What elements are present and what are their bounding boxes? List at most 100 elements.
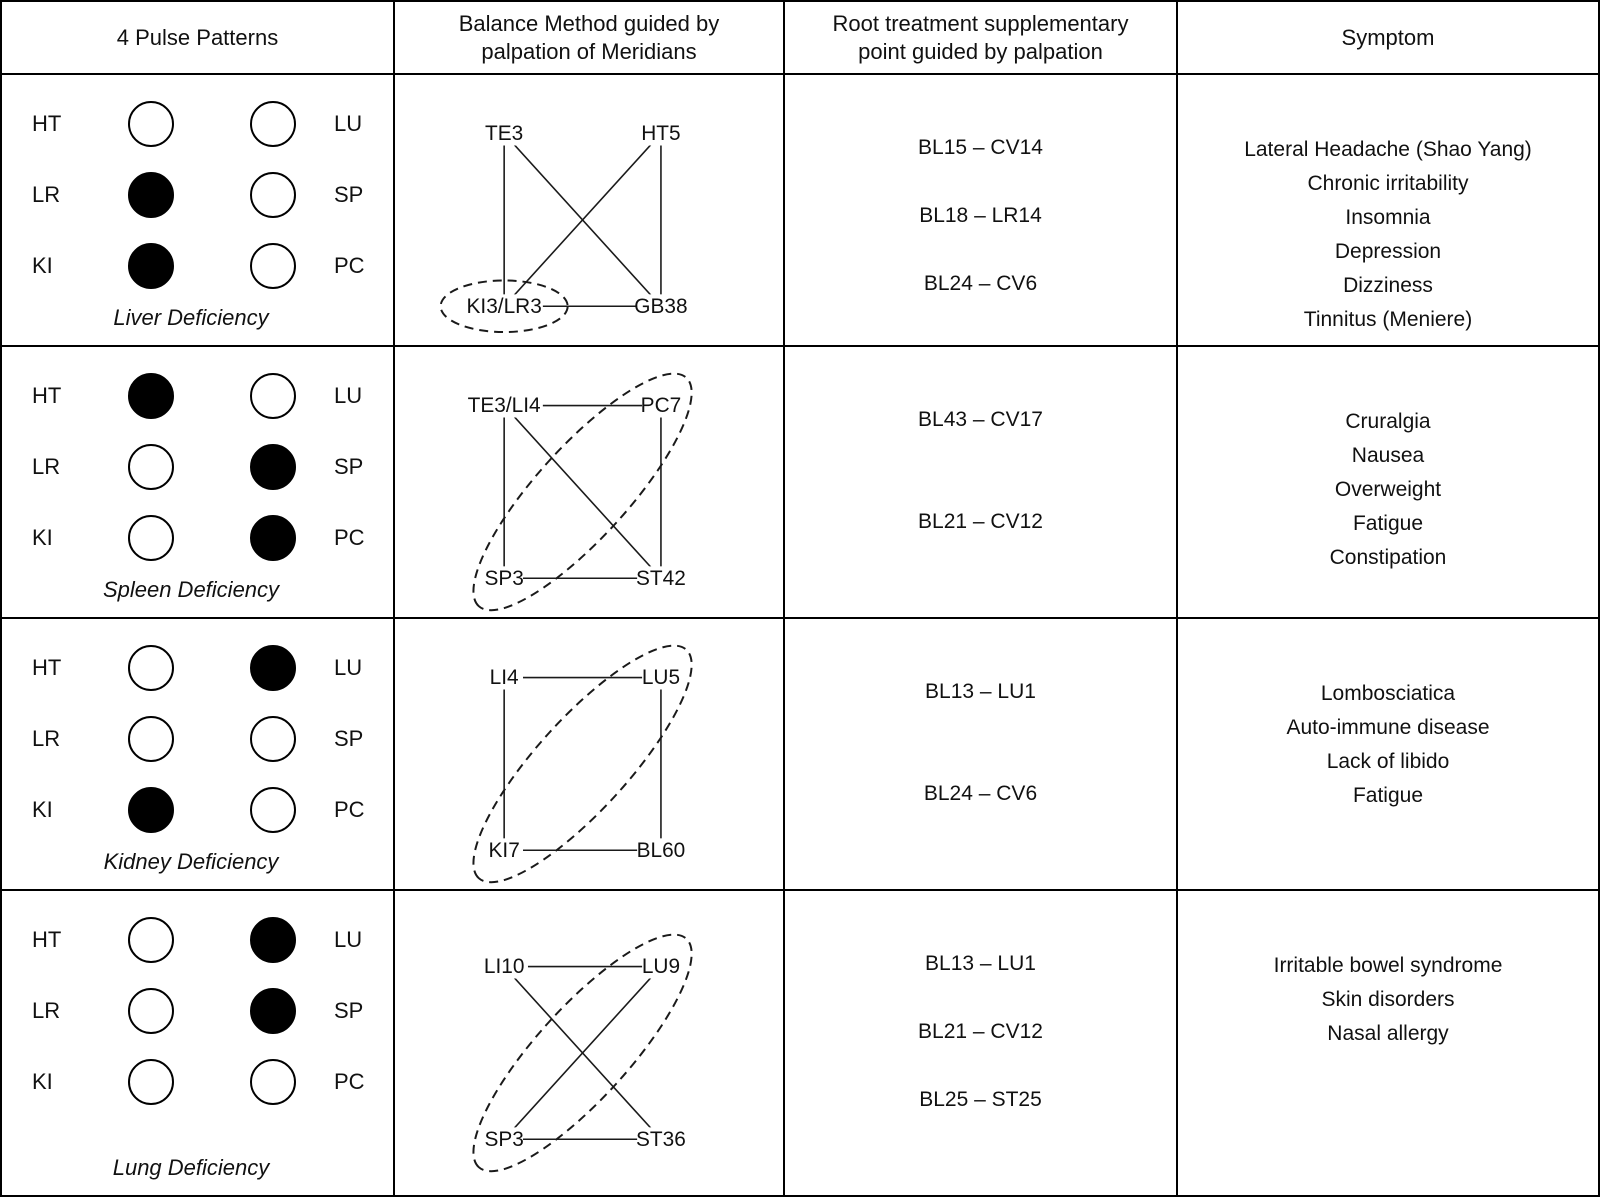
meridian-diagram-cell: LI4 LU5 KI7 BL60: [395, 619, 785, 891]
meridian-diagram-cell: TE3/LI4 PC7 SP3 ST42: [395, 347, 785, 619]
label-backing: [637, 566, 685, 591]
meridian-connection-line: [503, 405, 662, 579]
label-backing: [465, 393, 543, 418]
label-backing: [465, 294, 543, 319]
pulse-position-label: PC: [334, 525, 365, 550]
deficiency-label: Spleen Deficiency: [102, 577, 280, 602]
acupoint-label: GB38: [634, 295, 687, 318]
pulse-circle-empty: [250, 373, 296, 419]
label-backing: [480, 954, 528, 979]
pulse-circle-empty: [250, 172, 296, 218]
symptom-line: Nasal allergy: [1327, 1022, 1449, 1045]
symptom-line: Fatigue: [1352, 512, 1424, 535]
table-row: HT LU LR SP KI PC Lung Deficiency LI10 LU9 SP3 S…: [2, 891, 1598, 1195]
pulse-circle-empty: [128, 101, 174, 147]
pulse-position-label: PC: [334, 797, 365, 822]
symptoms-cell: Lateral Headache (Shao Yang) Chronic irri…: [1178, 75, 1598, 347]
pulse-position-label: HT: [32, 111, 62, 136]
pulse-circle-filled: [250, 988, 296, 1034]
table-header-row: 4 Pulse Patterns Balance Method guided b…: [2, 2, 1598, 75]
label-backing: [642, 954, 680, 979]
root-points-cell: BL13 – LU1 BL21 – CV12 BL25 – ST25: [785, 891, 1178, 1195]
column-header-pulse-patterns: 4 Pulse Patterns: [2, 2, 395, 75]
symptoms-cell: Cruralgia Nausea Overweight Fatigue Constipa…: [1178, 347, 1598, 619]
highlight-ellipse: [472, 933, 693, 1173]
highlight-ellipse: [472, 372, 693, 612]
symptom-line: Insomnia: [1345, 206, 1431, 229]
pulse-circle-empty: [128, 444, 174, 490]
pulse-position-label: LU: [334, 655, 363, 680]
root-point-pair: BL15 – CV14: [918, 136, 1043, 159]
acupoint-label: LU9: [642, 955, 680, 978]
pulse-pattern-cell: HT LU LR SP KI PC Liver Deficiency: [2, 75, 395, 347]
symptom-line: Lack of libido: [1326, 750, 1450, 773]
acupoint-label: BL60: [637, 839, 686, 862]
label-backing: [485, 838, 524, 863]
meridian-diagram: LI10 LU9 SP3 ST36: [472, 933, 693, 1173]
pulse-circle-empty: [250, 716, 296, 762]
pulse-circle-empty: [250, 243, 296, 289]
root-point-pair: BL18 – LR14: [919, 204, 1042, 227]
acupoint-label: TE3/LI4: [468, 394, 541, 417]
acupoint-label: LI4: [490, 666, 519, 689]
symptom-line: Auto-immune disease: [1286, 716, 1490, 739]
label-backing: [485, 665, 524, 690]
pulse-position-label: LU: [334, 927, 363, 952]
root-point-pair: BL21 – CV12: [918, 1020, 1043, 1043]
pulse-position-label: HT: [32, 655, 62, 680]
pulse-position-label: KI: [32, 1069, 53, 1094]
symptom-line: Overweight: [1334, 478, 1442, 501]
pulse-circle-filled: [128, 243, 174, 289]
acupoint-label: KI3/LR3: [467, 295, 542, 318]
pulse-position-label: KI: [32, 525, 53, 550]
acupoint-label: SP3: [484, 1128, 523, 1151]
meridian-diagram: TE3/LI4 PC7 SP3 ST42: [465, 372, 693, 612]
pulse-grid: HT LU LR SP KI PC: [2, 891, 393, 1105]
pulse-circle-filled: [250, 444, 296, 490]
pulse-circle-filled: [128, 373, 174, 419]
symptom-line: Skin disorders: [1321, 988, 1455, 1011]
acupoint-label: PC7: [641, 394, 682, 417]
pulse-position-label: HT: [32, 927, 62, 952]
symptom-line: Constipation: [1329, 546, 1447, 569]
column-header-balance-method: Balance Method guided by palpation of Me…: [395, 2, 785, 75]
pulse-position-label: LU: [334, 383, 363, 408]
pulse-position-label: LR: [32, 726, 61, 751]
pulse-position-label: PC: [334, 1069, 365, 1094]
meridian-connection-line: [503, 133, 662, 307]
deficiency-label: Kidney Deficiency: [103, 849, 279, 874]
symptom-line: Irritable bowel syndrome: [1273, 954, 1503, 977]
label-backing: [642, 121, 680, 146]
symptom-line: Tinnitus (Meniere): [1303, 308, 1473, 331]
root-point-pair: BL24 – CV6: [923, 782, 1038, 805]
pulse-circle-empty: [128, 1059, 174, 1105]
pulse-grid: HT LU LR SP KI PC: [2, 75, 393, 289]
pulse-circle-empty: [128, 917, 174, 963]
pulse-circle-filled: [128, 172, 174, 218]
pulse-position-label: SP: [334, 726, 364, 751]
root-point-pair: BL13 – LU1: [925, 952, 1036, 975]
pulse-circle-empty: [128, 515, 174, 561]
acupoint-label: KI7: [489, 839, 520, 862]
pulse-circle-empty: [250, 1059, 296, 1105]
table-row: HT LU LR SP KI PC Kidney Deficiency LI4 LU5 KI7…: [2, 619, 1598, 891]
pulse-circle-empty: [128, 988, 174, 1034]
meridian-diagram-cell: TE3 HT5 KI3/LR3 GB38: [395, 75, 785, 347]
highlight-ellipse: [472, 644, 693, 884]
pulse-circle-filled: [250, 515, 296, 561]
symptom-line: Fatigue: [1352, 784, 1424, 807]
label-backing: [485, 121, 524, 146]
pulse-pattern-cell: HT LU LR SP KI PC Lung Deficiency: [2, 891, 395, 1195]
root-points-cell: BL13 – LU1 BL24 – CV6: [785, 619, 1178, 891]
pulse-circle-empty: [250, 787, 296, 833]
meridian-diagram: LI4 LU5 KI7 BL60: [472, 644, 693, 884]
meridian-diagram-cell: LI10 LU9 SP3 ST36: [395, 891, 785, 1195]
acupoint-label: ST42: [636, 567, 686, 590]
symptom-line: Lombosciatica: [1320, 682, 1456, 705]
pulse-circle-empty: [250, 101, 296, 147]
pulse-circle-filled: [250, 645, 296, 691]
table-body: HT LU LR SP KI PC Liver Deficiency TE3 HT5 KI3/…: [2, 75, 1598, 1195]
symptom-line: Lateral Headache (Shao Yang): [1244, 138, 1532, 161]
acupoint-label: LU5: [642, 666, 680, 689]
highlight-ellipse: [439, 279, 569, 334]
